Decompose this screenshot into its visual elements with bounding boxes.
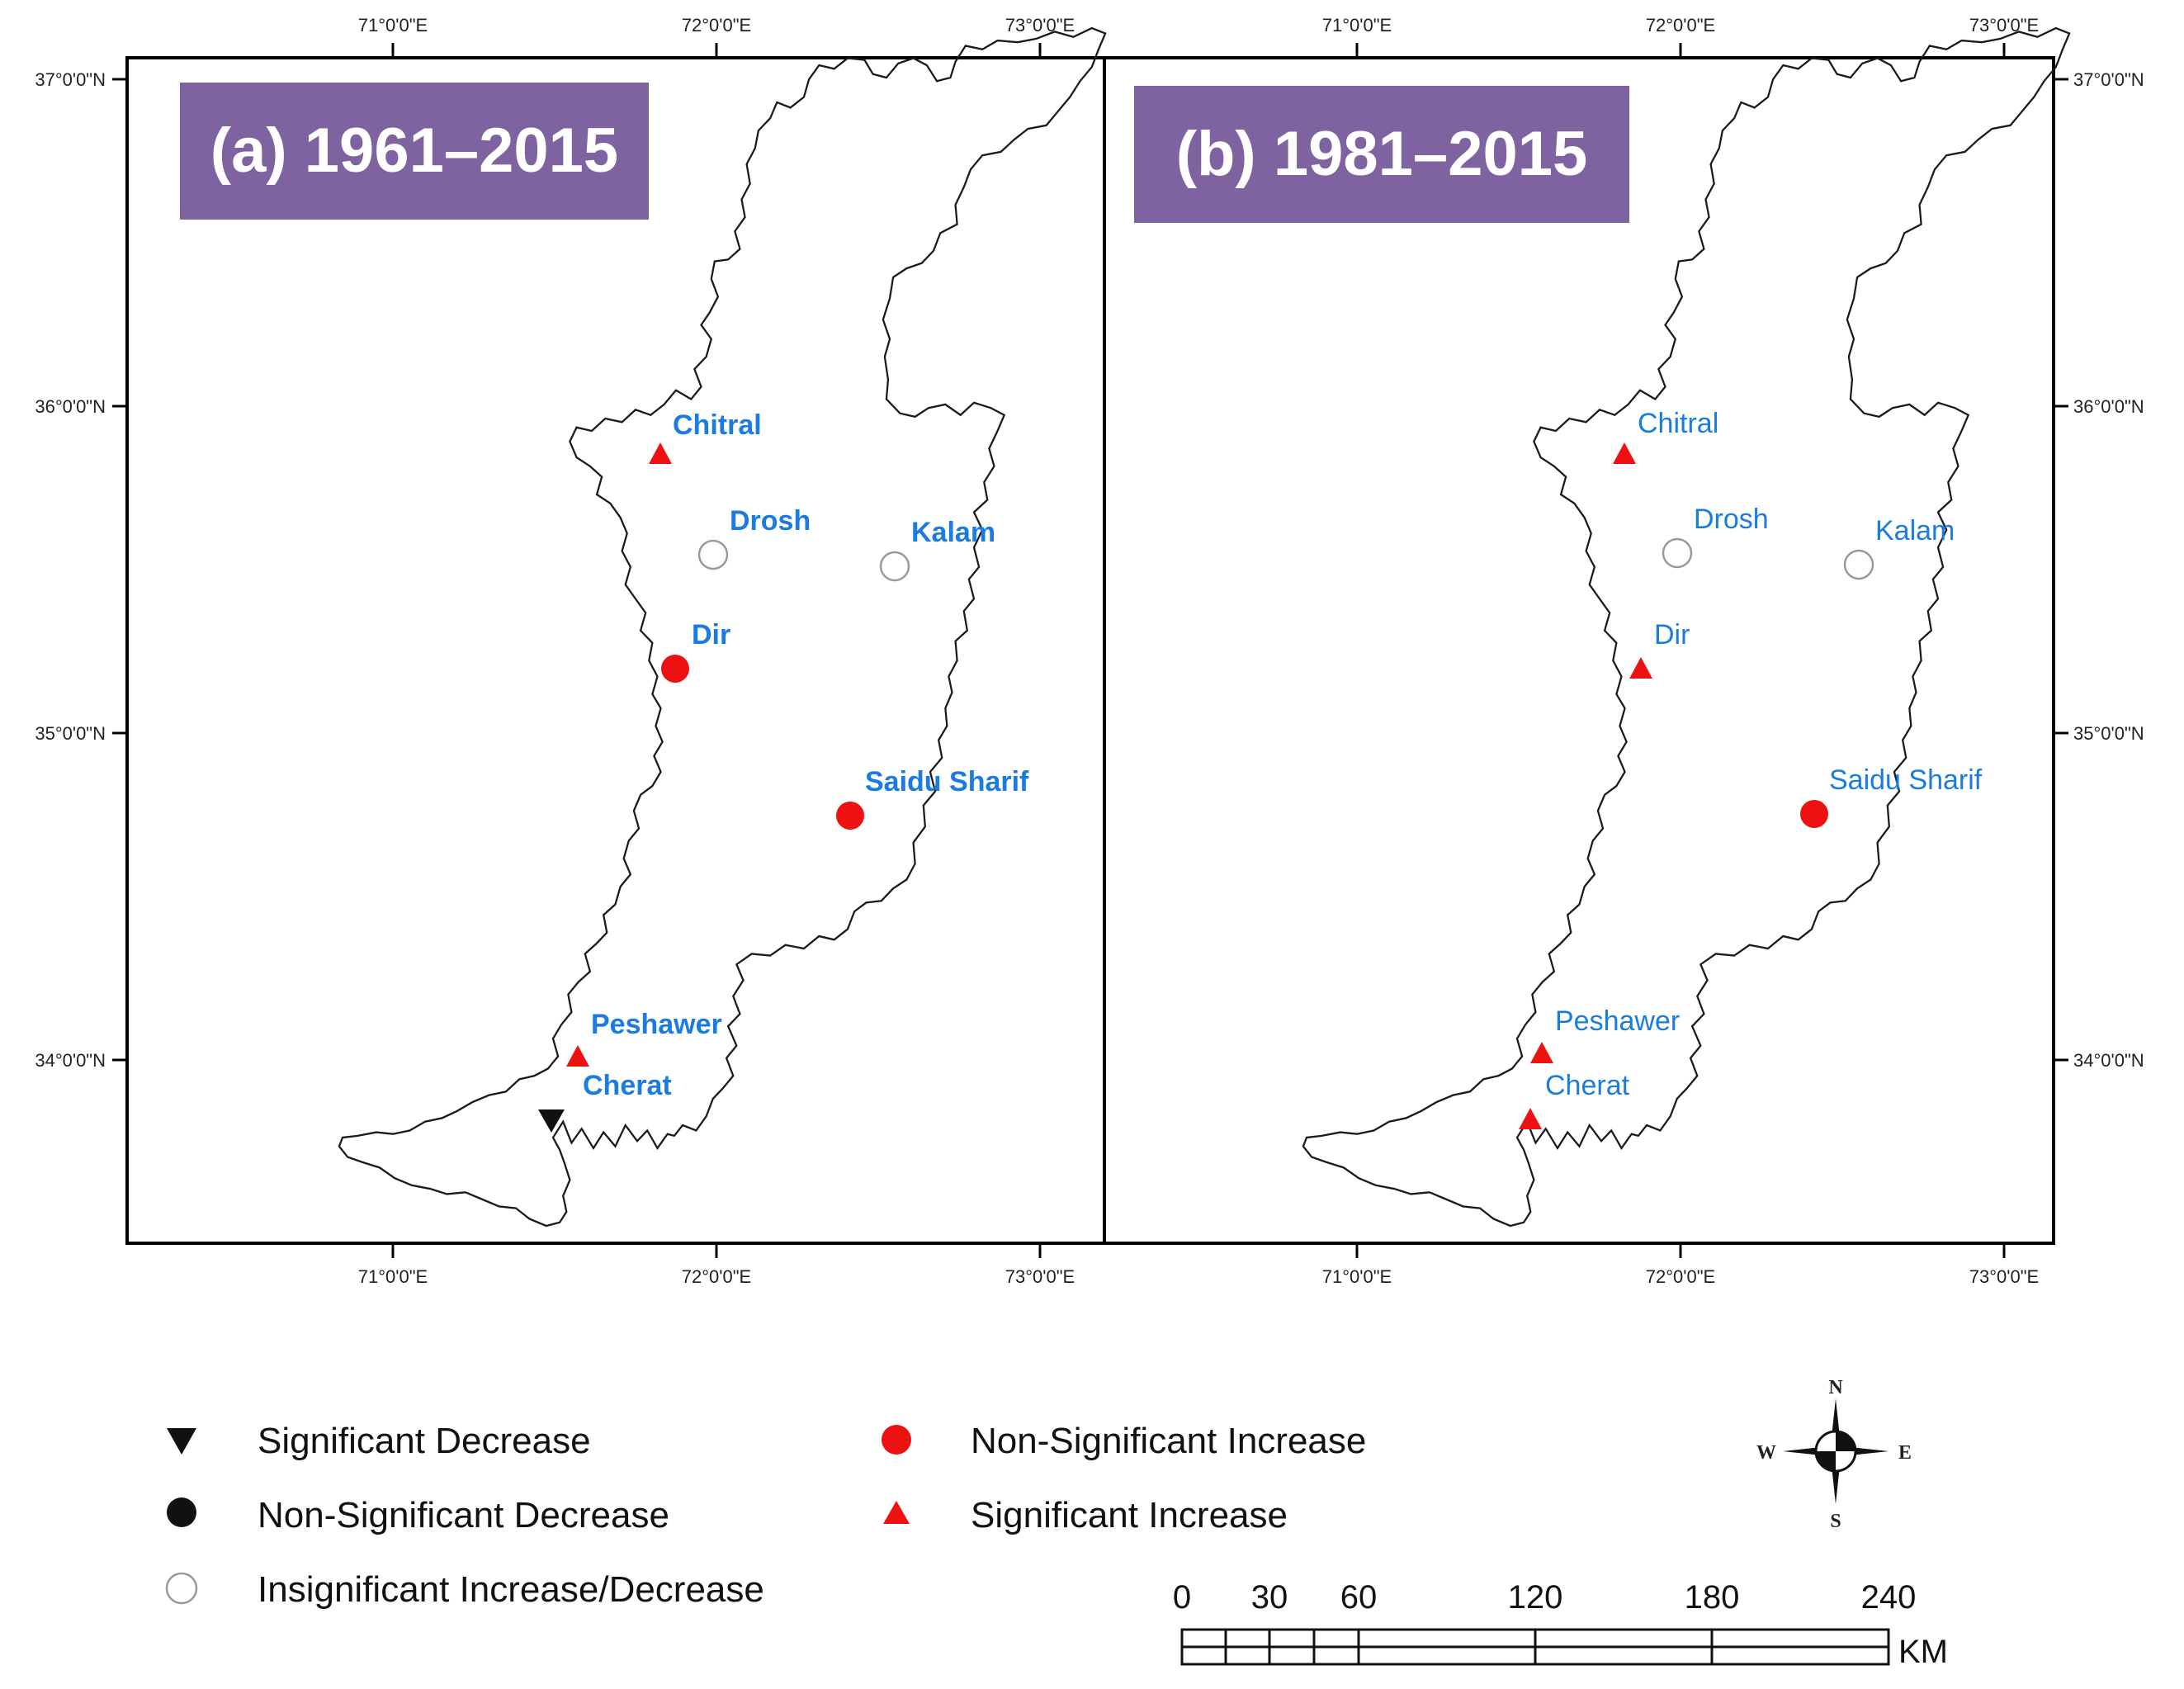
station-marker-dir-b (1629, 657, 1652, 679)
station-marker-peshawer-a (566, 1045, 589, 1067)
lon-label-top-a-71: 71°0'0"E (358, 15, 428, 35)
panel-a-frame (125, 56, 1106, 1245)
station-marker-peshawer-b (1530, 1042, 1553, 1063)
compass-w: W (1756, 1442, 1776, 1464)
station-label-peshawer-a: Peshawer (591, 1009, 722, 1040)
lat-label-right-37: 37°0'0"N (2073, 69, 2144, 90)
lat-label-left-34: 34°0'0"N (35, 1050, 106, 1071)
lon-label-top-b-71: 71°0'0"E (1322, 15, 1392, 35)
station-marker-cherat-b (1519, 1108, 1542, 1129)
legend-label-nonsig-decrease: Non-Significant Decrease (258, 1495, 669, 1535)
station-label-chitral-a: Chitral (673, 409, 762, 441)
station-label-peshawer-b: Peshawer (1555, 1005, 1680, 1037)
scale-tick-30: 30 (1251, 1579, 1288, 1616)
compass-e: E (1898, 1442, 1912, 1464)
station-label-drosh-b: Drosh (1694, 504, 1769, 535)
lon-label-top-b-73: 73°0'0"E (1969, 15, 2039, 35)
station-label-cherat-b: Cherat (1545, 1070, 1630, 1101)
lon-label-bottom-b-71: 71°0'0"E (1322, 1266, 1392, 1287)
station-label-dir-a: Dir (692, 619, 730, 651)
lon-label-bottom-a-72: 72°0'0"E (682, 1266, 751, 1287)
lon-label-top-b-72: 72°0'0"E (1646, 15, 1715, 35)
lon-label-bottom-b-72: 72°0'0"E (1646, 1266, 1715, 1287)
legend-label-insig: Insignificant Increase/Decrease (258, 1569, 764, 1610)
lat-axis-right (2054, 78, 2068, 1062)
lon-label-bottom-a-71: 71°0'0"E (358, 1266, 428, 1287)
lat-label-left-37: 37°0'0"N (35, 69, 106, 90)
scale-tick-0: 0 (1173, 1579, 1191, 1616)
lon-label-top-a-73: 73°0'0"E (1005, 15, 1075, 35)
station-marker-drosh-b (1662, 537, 1693, 569)
lon-label-bottom-a-73: 73°0'0"E (1005, 1266, 1075, 1287)
scale-tick-60: 60 (1340, 1579, 1378, 1616)
station-marker-saidu-sharif-b (1800, 800, 1828, 828)
station-marker-chitral-b (1613, 442, 1636, 464)
stations-a: Chitral Drosh Kalam Dir Saidu Sharif Pes… (538, 409, 1029, 1133)
station-marker-kalam-b (1843, 549, 1874, 580)
legend-symbol-sig-increase (883, 1501, 910, 1524)
lat-label-right-35: 35°0'0"N (2073, 723, 2144, 744)
stations-b: Chitral Drosh Kalam Dir Saidu Sharif Pes… (1519, 408, 1983, 1129)
panel-b-title: (b) 1981–2015 (1176, 119, 1588, 189)
panel-a-title-box (180, 83, 649, 220)
legend-symbol-nonsig-decrease (167, 1497, 196, 1527)
panel-b-frame (1103, 56, 2055, 1245)
legend-label-nonsig-increase: Non-Significant Increase (971, 1421, 1366, 1461)
station-marker-saidu-sharif-a (836, 802, 864, 830)
scale-tick-180: 180 (1685, 1579, 1740, 1616)
station-label-drosh-a: Drosh (730, 505, 811, 537)
lon-label-bottom-b-73: 73°0'0"E (1969, 1266, 2039, 1287)
station-marker-drosh-a (697, 539, 729, 570)
lat-axis-left (112, 78, 127, 1062)
scale-unit: KM (1898, 1634, 1948, 1670)
north-arrow: N S W E (1756, 1377, 1912, 1532)
lat-label-left-36: 36°0'0"N (35, 396, 106, 417)
legend-symbol-nonsig-increase (882, 1425, 911, 1455)
station-marker-cherat-a (538, 1109, 565, 1133)
lat-label-left-35: 35°0'0"N (35, 723, 106, 744)
station-label-chitral-b: Chitral (1638, 408, 1718, 439)
scale-tick-120: 120 (1508, 1579, 1563, 1616)
station-label-saidu-sharif-b: Saidu Sharif (1829, 764, 1983, 796)
lon-label-top-a-72: 72°0'0"E (682, 15, 751, 35)
station-marker-kalam-a (879, 551, 910, 582)
scale-bar: 0 30 60 120 180 240 KM (1173, 1579, 1948, 1670)
legend-label-sig-decrease: Significant Decrease (258, 1421, 591, 1461)
legend-symbol-insig (165, 1572, 198, 1605)
compass-s: S (1830, 1511, 1841, 1532)
station-label-cherat-a: Cherat (583, 1070, 672, 1101)
lat-label-right-36: 36°0'0"N (2073, 396, 2144, 417)
station-marker-chitral-a (649, 442, 672, 464)
panel-b-title-box (1134, 86, 1629, 223)
lat-label-right-34: 34°0'0"N (2073, 1050, 2144, 1071)
panel-a-title: (a) 1961–2015 (210, 116, 618, 186)
lon-axis-a (391, 43, 1042, 1258)
compass-n: N (1828, 1377, 1843, 1398)
legend-symbol-sig-decrease (167, 1428, 196, 1455)
legend: Significant Decrease Non-Significant Dec… (165, 1421, 1366, 1610)
station-label-saidu-sharif-a: Saidu Sharif (865, 766, 1029, 797)
lon-axis-b (1355, 43, 2006, 1258)
station-marker-dir-a (661, 655, 689, 683)
station-label-kalam-b: Kalam (1875, 515, 1955, 546)
station-label-dir-b: Dir (1654, 619, 1690, 651)
scale-tick-240: 240 (1861, 1579, 1917, 1616)
station-label-kalam-a: Kalam (911, 517, 995, 548)
legend-label-sig-increase: Significant Increase (971, 1495, 1288, 1535)
